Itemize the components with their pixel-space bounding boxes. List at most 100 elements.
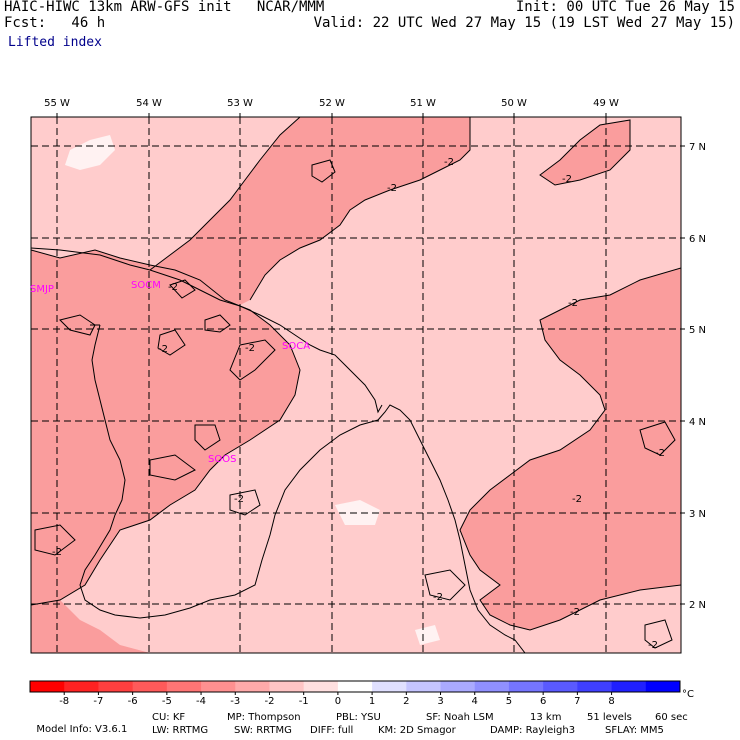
colorbar-swatch bbox=[30, 681, 65, 692]
field-name: Lifted index bbox=[8, 35, 102, 50]
colorbar-tick-label: -2 bbox=[264, 696, 274, 707]
contour-labels: -2 -2 -2 -2 -2 -2 -2 -2 -2 -2 -2 -2 -2 -… bbox=[52, 157, 665, 651]
cu-scheme: CU: KF bbox=[152, 712, 186, 723]
shade-region-southwest bbox=[31, 250, 300, 605]
model-info-line1: Model Info: V3.6.1 bbox=[30, 712, 127, 736]
map-plot-area bbox=[31, 117, 681, 653]
contour-label: -2 bbox=[52, 547, 62, 558]
init-time: Init: 00 UTC Tue 26 May 15 bbox=[515, 0, 735, 15]
forecast-hour: Fcst: 46 h bbox=[4, 15, 106, 31]
sf-scheme: SF: Noah LSM bbox=[426, 712, 494, 723]
shade-region-northeast bbox=[540, 120, 630, 185]
colorbar-tick-label: 7 bbox=[574, 696, 580, 707]
mp-scheme: MP: Thompson bbox=[227, 712, 301, 723]
colorbar-tick-label: 8 bbox=[608, 696, 614, 707]
colorbar-tick-label: 5 bbox=[506, 696, 512, 707]
shade-patch-northwest bbox=[65, 135, 115, 170]
lat-label: 6 N bbox=[689, 234, 706, 245]
colorbar-swatch bbox=[201, 681, 236, 692]
lat-label: 2 N bbox=[689, 600, 706, 611]
colorbar-swatch bbox=[337, 681, 373, 692]
colorbar-tick-label: -5 bbox=[162, 696, 172, 707]
lon-label: 52 W bbox=[319, 98, 345, 109]
contour-label: -2 bbox=[387, 183, 397, 194]
sw-scheme: SW: RRTMG bbox=[234, 725, 292, 736]
model-version: Model Info: V3.6.1 bbox=[36, 724, 128, 735]
contour-label: -2 bbox=[444, 157, 454, 168]
contour-label: -2 bbox=[158, 344, 168, 355]
contour-label: -2 bbox=[168, 282, 178, 293]
colorbar-swatch bbox=[543, 681, 578, 692]
contour-label: -2 bbox=[570, 607, 580, 618]
station-label: SOOS bbox=[208, 454, 236, 465]
colorbar-swatch bbox=[235, 681, 270, 692]
contour-label: -2 bbox=[655, 448, 665, 459]
shade-patch-south bbox=[335, 500, 380, 525]
colorbar-swatch bbox=[474, 681, 510, 692]
colorbar-tick-label: -1 bbox=[299, 696, 309, 707]
colorbar-swatch bbox=[508, 681, 544, 692]
colorbar-swatch bbox=[406, 681, 442, 692]
sflay-scheme: SFLAY: MM5 bbox=[605, 725, 664, 736]
contour-label: -2 bbox=[562, 174, 572, 185]
km-scheme: KM: 2D Smagor bbox=[378, 725, 456, 736]
shade-region-southwest-low bbox=[31, 600, 150, 653]
colorbar-swatch bbox=[303, 681, 339, 692]
pbl-scheme: PBL: YSU bbox=[336, 712, 381, 723]
shade-region-east bbox=[460, 268, 681, 630]
shade-patch-southeast bbox=[415, 625, 440, 645]
contour-label: -2 bbox=[648, 640, 658, 651]
coastline-borders bbox=[31, 247, 526, 653]
station-label: SOCM bbox=[131, 280, 161, 291]
colorbar-tick-label: 1 bbox=[369, 696, 375, 707]
colorbar-swatch bbox=[132, 681, 168, 692]
colorbar-swatch bbox=[269, 681, 305, 692]
valid-time: Valid: 22 UTC Wed 27 May 15 (19 LST Wed … bbox=[313, 15, 735, 31]
colorbar-tick-label: -8 bbox=[59, 696, 69, 707]
colorbar-swatch bbox=[440, 681, 476, 692]
contour-label: -2 bbox=[568, 298, 578, 309]
map-frame bbox=[30, 116, 682, 654]
lat-label: 3 N bbox=[689, 509, 706, 520]
colorbar-labels: -8 -7 -6 -5 -4 -3 -2 -1 0 1 2 3 4 5 6 7 8 °C bbox=[59, 689, 694, 707]
colorbar-swatch bbox=[64, 681, 99, 692]
colorbar-swatch bbox=[577, 681, 613, 692]
lw-scheme: LW: RRTMG bbox=[152, 725, 209, 736]
colorbar-tick-label: 2 bbox=[403, 696, 409, 707]
colorbar-swatch bbox=[372, 681, 407, 692]
diff-scheme: DIFF: full bbox=[310, 725, 354, 736]
colorbar-swatch bbox=[645, 681, 681, 692]
lat-lon-grid bbox=[31, 117, 681, 653]
contour-label: -2 bbox=[572, 494, 582, 505]
axis-ticks bbox=[56, 113, 685, 605]
colorbar-swatch bbox=[166, 681, 202, 692]
colorbar-tick-label: -7 bbox=[93, 696, 103, 707]
levels: 51 levels bbox=[587, 712, 632, 723]
contour-lines bbox=[31, 117, 681, 649]
colorbar-swatch bbox=[611, 681, 647, 692]
contour-label: -2 bbox=[234, 494, 244, 505]
shade-region-north bbox=[150, 117, 470, 305]
contour-label: -2 bbox=[433, 592, 443, 603]
colorbar-tick-label: 4 bbox=[472, 696, 478, 707]
colorbar bbox=[29, 680, 681, 695]
colorbar-frame bbox=[29, 680, 681, 693]
lon-label: 50 W bbox=[501, 98, 527, 109]
lon-label: 54 W bbox=[136, 98, 162, 109]
colorbar-tick-label: 6 bbox=[540, 696, 546, 707]
lat-label: 5 N bbox=[689, 325, 706, 336]
timestep: 60 sec bbox=[655, 712, 688, 723]
colorbar-tick-label: -6 bbox=[128, 696, 138, 707]
lat-labels: 7 N 6 N 5 N 4 N 3 N 2 N bbox=[689, 142, 706, 611]
station-labels: SMJP SOCM SOCA SOOS bbox=[30, 280, 310, 465]
colorbar-tick-label: -4 bbox=[196, 696, 206, 707]
resolution: 13 km bbox=[530, 712, 562, 723]
contour-label: -2 bbox=[245, 343, 255, 354]
station-label: SMJP bbox=[30, 284, 54, 295]
header-title: HAIC-HIWC 13km ARW-GFS init NCAR/MMM bbox=[4, 0, 325, 15]
lon-labels: 55 W 54 W 53 W 52 W 51 W 50 W 49 W bbox=[44, 98, 619, 109]
lat-label: 4 N bbox=[689, 417, 706, 428]
lon-label: 53 W bbox=[227, 98, 253, 109]
colorbar-swatch bbox=[98, 681, 134, 692]
